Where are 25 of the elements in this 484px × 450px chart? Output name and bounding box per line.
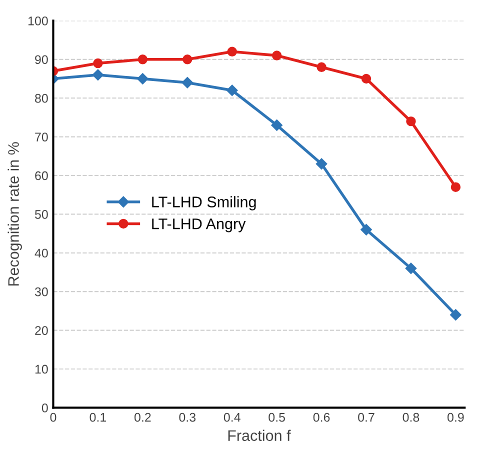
x-axis-title: Fraction f [228, 430, 291, 441]
y-axis-title: Recognition rate in % [8, 142, 22, 286]
x-tick-label: 0.3 [179, 412, 196, 422]
x-tick-label: 0.8 [402, 412, 420, 422]
x-tick-label: 0.6 [313, 412, 330, 422]
y-tick-label: 50 [34, 210, 48, 219]
x-tick-label: 0.5 [268, 412, 285, 422]
y-tick-label: 10 [35, 364, 48, 374]
y-tick-label: 100 [28, 16, 48, 26]
y-tick-label: 20 [35, 326, 48, 335]
x-tick-label: 0.7 [358, 412, 374, 422]
y-tick-label: 90 [35, 55, 48, 64]
legend-label: LT-LHD Smiling [152, 196, 256, 210]
y-tick-label: 30 [34, 287, 48, 296]
x-tick-label: 0.2 [134, 412, 151, 422]
y-tick-label: 40 [34, 248, 48, 258]
legend-label: LT-LHD Angry [152, 218, 246, 232]
x-tick-label: 0.4 [224, 412, 240, 422]
x-tick-label: 0.9 [447, 412, 464, 422]
y-tick-label: 0 [42, 404, 48, 412]
y-tick-label: 60 [35, 171, 48, 180]
y-tick-label: 80 [35, 94, 48, 103]
x-tick-label: 0 [50, 412, 56, 422]
y-tick-label: 70 [35, 132, 48, 142]
x-tick-label: 0.1 [90, 412, 106, 422]
